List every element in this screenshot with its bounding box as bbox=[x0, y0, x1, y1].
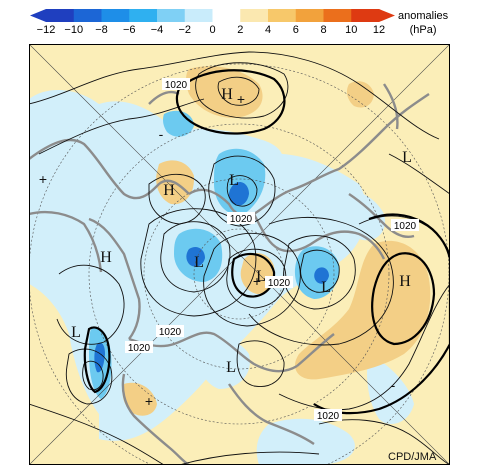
colorbar-tick: −2 bbox=[178, 24, 192, 36]
colorbar-segment bbox=[240, 9, 269, 22]
credit-label: CPD/JMA bbox=[388, 451, 437, 463]
colorbar-tick: 10 bbox=[345, 24, 358, 36]
low-center-marker: L bbox=[229, 172, 239, 189]
anomaly-extrema-markers: + + + + - - bbox=[39, 91, 396, 409]
colorbar-segment bbox=[351, 9, 380, 22]
low-center-marker: L bbox=[71, 324, 81, 341]
colorbar-segment bbox=[268, 9, 297, 22]
colorbar-segment bbox=[73, 9, 102, 22]
isobar-label: 1020 bbox=[159, 327, 182, 338]
colorbar-tick: 2 bbox=[237, 24, 244, 36]
units-label: anomalies (hPa) bbox=[398, 9, 448, 37]
colorbar-segment bbox=[323, 9, 352, 22]
colorbar-tick: 0 bbox=[209, 24, 216, 36]
isobar-label: 1020 bbox=[317, 411, 340, 422]
colorbar-segment bbox=[157, 9, 186, 22]
low-center-marker: L bbox=[402, 149, 412, 166]
colorbar-segment bbox=[46, 9, 75, 22]
low-center-marker: L bbox=[226, 359, 236, 376]
colorbar-tick: −6 bbox=[122, 24, 136, 36]
map-frame bbox=[29, 44, 450, 465]
high-center-marker: H bbox=[163, 182, 175, 199]
colorbar-tick: 6 bbox=[292, 24, 299, 36]
pressure-centers: H H H H L L L L L L L bbox=[71, 86, 412, 376]
colorbar-segment bbox=[129, 9, 158, 22]
units-line-hpa: (hPa) bbox=[409, 24, 437, 36]
positive-extremum-marker: + bbox=[253, 273, 261, 289]
colorbar-tick: 8 bbox=[320, 24, 327, 36]
polar-stereographic-map: 1020 1020 1020 1020 1020 1020 1020 H H H… bbox=[29, 44, 450, 465]
colorbar-segment bbox=[212, 9, 241, 22]
low-center-marker: L bbox=[194, 254, 204, 271]
colorbar-arrow-left bbox=[30, 9, 46, 22]
colorbar-arrow-right bbox=[379, 9, 395, 22]
colorbar-tick: −12 bbox=[36, 24, 56, 36]
colorbar-tick: −10 bbox=[64, 24, 84, 36]
isobar-label: 1020 bbox=[230, 214, 253, 225]
low-center-marker: L bbox=[256, 268, 266, 285]
negative-extremum-marker: - bbox=[391, 377, 396, 393]
negative-extremum-marker: - bbox=[159, 126, 164, 142]
coastlines bbox=[29, 83, 430, 465]
meridians bbox=[29, 44, 450, 465]
isobar-labels: 1020 1020 1020 1020 1020 1020 1020 bbox=[125, 78, 419, 422]
colorbar-tick: −4 bbox=[150, 24, 164, 36]
colorbar-tick: 12 bbox=[372, 24, 386, 36]
units-line-anomalies: anomalies bbox=[398, 10, 449, 22]
isobar-label: 1020 bbox=[165, 80, 188, 91]
colorbar-tick-labels: −12 −10 −8 −6 −4 −2 0 2 4 6 8 10 12 bbox=[30, 24, 395, 40]
low-center-marker: L bbox=[321, 279, 331, 296]
colorbar-segment bbox=[101, 9, 130, 22]
isobar-label: 1020 bbox=[394, 221, 417, 232]
isobar-1020-contours bbox=[83, 69, 450, 415]
positive-extremum-marker: + bbox=[237, 91, 245, 107]
colorbar-segment bbox=[184, 9, 213, 22]
isobar-label: 1020 bbox=[268, 278, 291, 289]
colorbar-tick: −8 bbox=[95, 24, 108, 36]
colorbar-segment bbox=[295, 9, 324, 22]
high-center-marker: H bbox=[399, 273, 411, 290]
high-center-marker: H bbox=[221, 86, 233, 103]
positive-extremum-marker: + bbox=[145, 393, 153, 409]
colorbar bbox=[30, 9, 395, 22]
negative-anomaly-shading bbox=[29, 89, 414, 465]
colorbar-tick: 4 bbox=[264, 24, 272, 36]
positive-extremum-marker: + bbox=[39, 171, 47, 187]
isobar-label: 1020 bbox=[128, 343, 151, 354]
high-center-marker: H bbox=[100, 249, 112, 266]
